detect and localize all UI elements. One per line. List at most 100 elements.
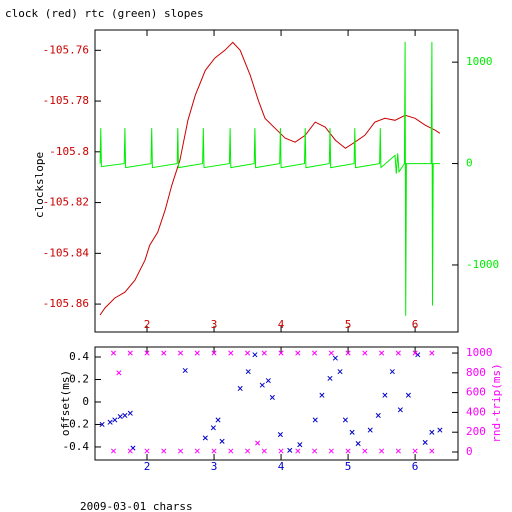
point	[379, 448, 385, 454]
point	[397, 407, 403, 413]
point	[116, 370, 122, 376]
point	[259, 382, 265, 388]
point	[182, 367, 188, 374]
y-tick-label: -0.2	[63, 417, 90, 430]
point	[177, 448, 184, 454]
point	[237, 385, 243, 392]
x-tick-label: 3	[211, 318, 218, 331]
point	[297, 442, 303, 448]
x-tick-label: 6	[412, 460, 419, 473]
point	[252, 352, 258, 358]
point	[278, 350, 284, 356]
point	[127, 350, 133, 356]
point	[277, 432, 283, 438]
point	[112, 417, 118, 423]
point	[122, 412, 128, 419]
point	[319, 392, 325, 398]
point	[328, 350, 334, 356]
point	[265, 378, 271, 384]
point	[245, 369, 251, 375]
y2-tick-label: 400	[466, 405, 486, 418]
y2-tick-label: 1000	[466, 346, 493, 359]
point	[422, 439, 428, 446]
point	[110, 448, 117, 454]
point	[332, 355, 338, 361]
y-tick-label: -105.8	[49, 145, 89, 158]
point	[405, 392, 411, 398]
y-tick-label: -105.76	[43, 43, 89, 56]
point	[395, 350, 401, 356]
y-tick-label: 0	[82, 395, 89, 408]
point	[144, 448, 150, 454]
series-line	[99, 41, 440, 316]
y2-tick-label: 0	[466, 445, 473, 458]
point	[144, 350, 150, 356]
y-axis-label: clockslope	[33, 152, 46, 218]
point	[228, 350, 234, 356]
y2-axis-label: rnd-trip(ms)	[490, 363, 503, 442]
point	[117, 414, 123, 420]
y2-tick-label: -1000	[466, 258, 499, 271]
point	[127, 448, 133, 454]
y-tick-label: 0.2	[69, 372, 89, 385]
point	[202, 435, 208, 441]
point	[110, 350, 117, 356]
x-tick-label: 4	[278, 460, 285, 473]
point	[127, 410, 133, 416]
x-tick-label: 5	[345, 318, 352, 331]
point	[437, 427, 443, 433]
x-tick-label: 5	[345, 460, 352, 473]
y-tick-label: -105.78	[43, 94, 89, 107]
point	[244, 350, 251, 356]
point	[215, 417, 221, 423]
point	[412, 350, 418, 356]
y2-tick-label: 1000	[466, 55, 493, 68]
point	[219, 438, 225, 444]
point	[312, 417, 318, 423]
point	[429, 448, 435, 454]
point	[278, 448, 284, 454]
point	[312, 448, 318, 454]
point	[382, 392, 388, 398]
point	[261, 350, 267, 356]
y-tick-label: -105.84	[43, 246, 90, 259]
x-tick-label: 2	[144, 460, 151, 473]
point	[362, 448, 368, 454]
point	[261, 448, 267, 454]
y2-tick-label: 600	[466, 386, 486, 399]
point	[295, 448, 301, 454]
point	[295, 350, 301, 356]
point	[244, 448, 251, 454]
point	[355, 441, 361, 447]
y2-tick-label: 0	[466, 157, 473, 170]
x-tick-label: 4	[278, 318, 285, 331]
y-tick-label: -105.86	[43, 297, 89, 310]
point	[328, 448, 334, 454]
point	[287, 447, 293, 453]
point	[210, 425, 216, 431]
point	[211, 448, 217, 454]
plot-frame	[94, 346, 459, 461]
point	[194, 350, 200, 356]
point	[99, 421, 105, 428]
plot-frame	[94, 29, 459, 333]
point	[228, 448, 234, 454]
point	[161, 448, 167, 454]
point	[337, 369, 343, 375]
y-tick-label: -105.82	[43, 196, 89, 209]
point	[379, 350, 385, 356]
point	[345, 350, 351, 356]
point	[367, 427, 373, 433]
y2-tick-label: 200	[466, 425, 486, 438]
point	[107, 419, 113, 425]
point	[255, 440, 261, 446]
point	[312, 350, 318, 356]
x-tick-label: 2	[144, 318, 151, 331]
point	[177, 350, 184, 356]
point	[395, 448, 401, 454]
point	[194, 448, 200, 454]
series-line	[99, 41, 441, 316]
point	[429, 350, 435, 356]
y-tick-label: -0.4	[63, 440, 90, 453]
